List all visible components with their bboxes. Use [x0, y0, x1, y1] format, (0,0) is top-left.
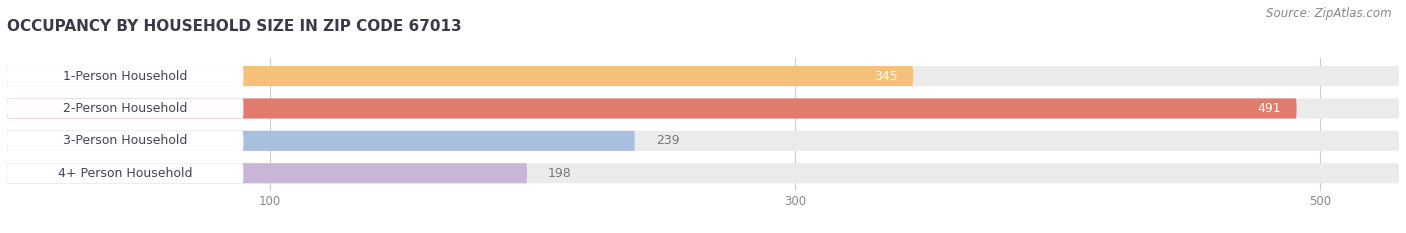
FancyBboxPatch shape: [7, 66, 912, 86]
Text: 2-Person Household: 2-Person Household: [63, 102, 187, 115]
Text: 4+ Person Household: 4+ Person Household: [58, 167, 193, 180]
FancyBboxPatch shape: [7, 163, 1399, 183]
Text: 3-Person Household: 3-Person Household: [63, 134, 187, 147]
Text: 239: 239: [655, 134, 679, 147]
FancyBboxPatch shape: [7, 66, 243, 86]
FancyBboxPatch shape: [7, 98, 1296, 119]
Text: 1-Person Household: 1-Person Household: [63, 70, 187, 82]
Text: 198: 198: [548, 167, 572, 180]
FancyBboxPatch shape: [7, 131, 243, 151]
FancyBboxPatch shape: [7, 163, 527, 183]
Text: 491: 491: [1257, 102, 1281, 115]
FancyBboxPatch shape: [7, 98, 1399, 119]
FancyBboxPatch shape: [7, 131, 1399, 151]
FancyBboxPatch shape: [7, 66, 1399, 86]
FancyBboxPatch shape: [7, 163, 243, 183]
Text: 345: 345: [873, 70, 897, 82]
FancyBboxPatch shape: [7, 131, 634, 151]
Text: OCCUPANCY BY HOUSEHOLD SIZE IN ZIP CODE 67013: OCCUPANCY BY HOUSEHOLD SIZE IN ZIP CODE …: [7, 19, 461, 34]
FancyBboxPatch shape: [7, 98, 243, 119]
Text: Source: ZipAtlas.com: Source: ZipAtlas.com: [1267, 7, 1392, 20]
